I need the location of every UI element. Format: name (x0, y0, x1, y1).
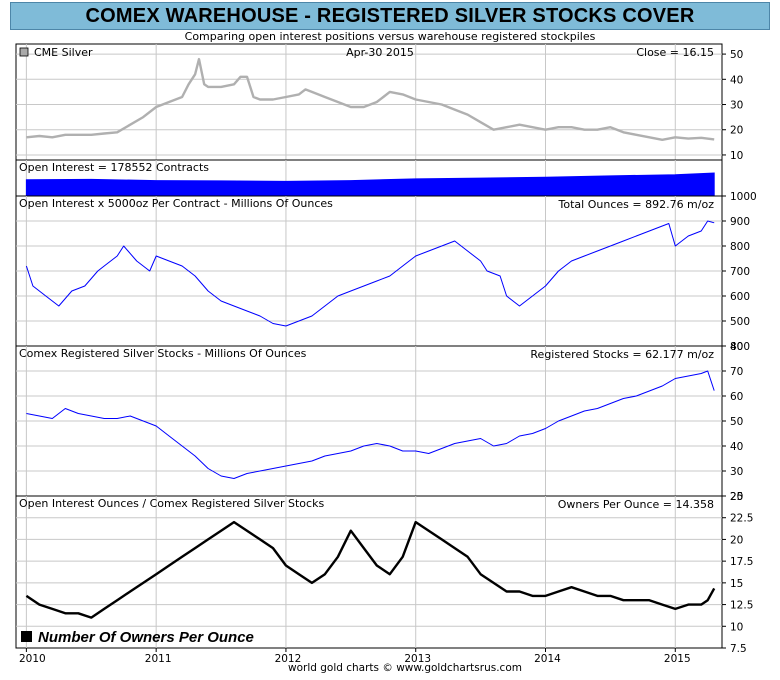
series-line-owners-per-ounce (25, 520, 716, 619)
panel-open-interest-ounces: 400 500 600 700 800 900 1000 Open Interest x 50… (15, 191, 757, 353)
chart-title-bar: COMEX WAREHOUSE - REGISTERED SILVER STOC… (10, 2, 770, 30)
panel-date-label: Apr-30 2015 (346, 46, 414, 59)
y-tick-label: 500 (730, 316, 750, 328)
series-line-open-interest-ounces (25, 220, 715, 327)
x-tick-label: 2012 (275, 653, 302, 665)
legend-swatch (21, 631, 32, 642)
y-tick-label: 60 (730, 391, 743, 403)
y-tick-label: 400 (730, 341, 750, 353)
y-tick-label: 50 (730, 416, 743, 428)
y-tick-label: 12.5 (730, 600, 753, 612)
y-tick-label: 1000 (730, 191, 757, 203)
y-tick-label: 25 (730, 491, 743, 503)
series-line-price (26, 57, 715, 141)
panel-left-label: Open Interest Ounces / Comex Registered … (19, 497, 324, 510)
panels-layer: 10 20 30 40 50 CME Silver Apr-30 2015 Close = 1… (15, 43, 757, 665)
panel-open-interest: Open Interest = 178552 Contracts (15, 159, 723, 197)
series-line-registered-stocks (26, 370, 715, 479)
x-tick-label: 2011 (145, 653, 172, 665)
x-tick-label: 2013 (404, 653, 431, 665)
y-tick-label: 800 (730, 241, 750, 253)
y-tick-label: 22.5 (730, 513, 753, 525)
y-tick-label: 600 (730, 291, 750, 303)
x-tick-label: 2010 (19, 653, 46, 665)
footer-credit: world gold charts © www.goldchartsrus.co… (288, 662, 522, 674)
y-tick-label: 17.5 (730, 556, 753, 568)
panel-left-label: CME Silver (34, 46, 93, 59)
panel-frame (15, 43, 723, 161)
y-tick-label: 20 (730, 534, 743, 546)
y-tick-label: 80 (730, 341, 743, 353)
y-tick-label: 30 (730, 100, 743, 112)
panel-left-label: Comex Registered Silver Stocks - Million… (19, 347, 307, 360)
y-tick-label: 30 (730, 466, 743, 478)
panel-registered-stocks: 20 30 40 50 60 70 80 Comex Registered Silver St… (15, 341, 743, 503)
panel-left-label: Open Interest = 178552 Contracts (19, 161, 209, 174)
y-tick-label: 20 (730, 491, 743, 503)
y-tick-label: 15 (730, 578, 743, 590)
y-tick-label: 700 (730, 266, 750, 278)
chart-title: COMEX WAREHOUSE - REGISTERED SILVER STOC… (85, 5, 695, 27)
x-tick-label: 2014 (534, 653, 561, 665)
legend-swatch (19, 47, 29, 57)
y-tick-label: 10 (730, 621, 743, 633)
y-tick-label: 40 (730, 441, 743, 453)
panel-right-label: Owners Per Ounce = 14.358 (558, 498, 714, 511)
y-tick-label: 50 (730, 49, 743, 61)
y-tick-label: 7.5 (730, 643, 747, 655)
y-tick-label: 900 (730, 216, 750, 228)
x-tick-label: 2015 (664, 653, 691, 665)
open-interest-area (25, 172, 715, 197)
panel-owners-per-ounce: 7.5 10 12.5 15 17.5 20 22.5 25 Open Interest Oun… (15, 491, 753, 655)
y-tick-label: 20 (730, 125, 743, 137)
y-tick-label: 70 (730, 366, 743, 378)
panel-right-label: Registered Stocks = 62.177 m/oz (530, 348, 714, 361)
panel-right-label: Total Ounces = 892.76 m/oz (558, 198, 715, 211)
panel-right-label: Close = 16.15 (636, 46, 714, 59)
panel-frame (15, 495, 723, 649)
panel-price: 10 20 30 40 50 CME Silver Apr-30 2015 Close = 1… (15, 43, 743, 162)
legend-label: Number Of Owners Per Ounce (38, 629, 254, 646)
y-tick-label: 10 (730, 150, 743, 162)
panel-left-label: Open Interest x 5000oz Per Contract - Mi… (19, 197, 333, 210)
y-tick-label: 40 (730, 74, 743, 86)
chart-subtitle: Comparing open interest positions versus… (184, 30, 596, 43)
